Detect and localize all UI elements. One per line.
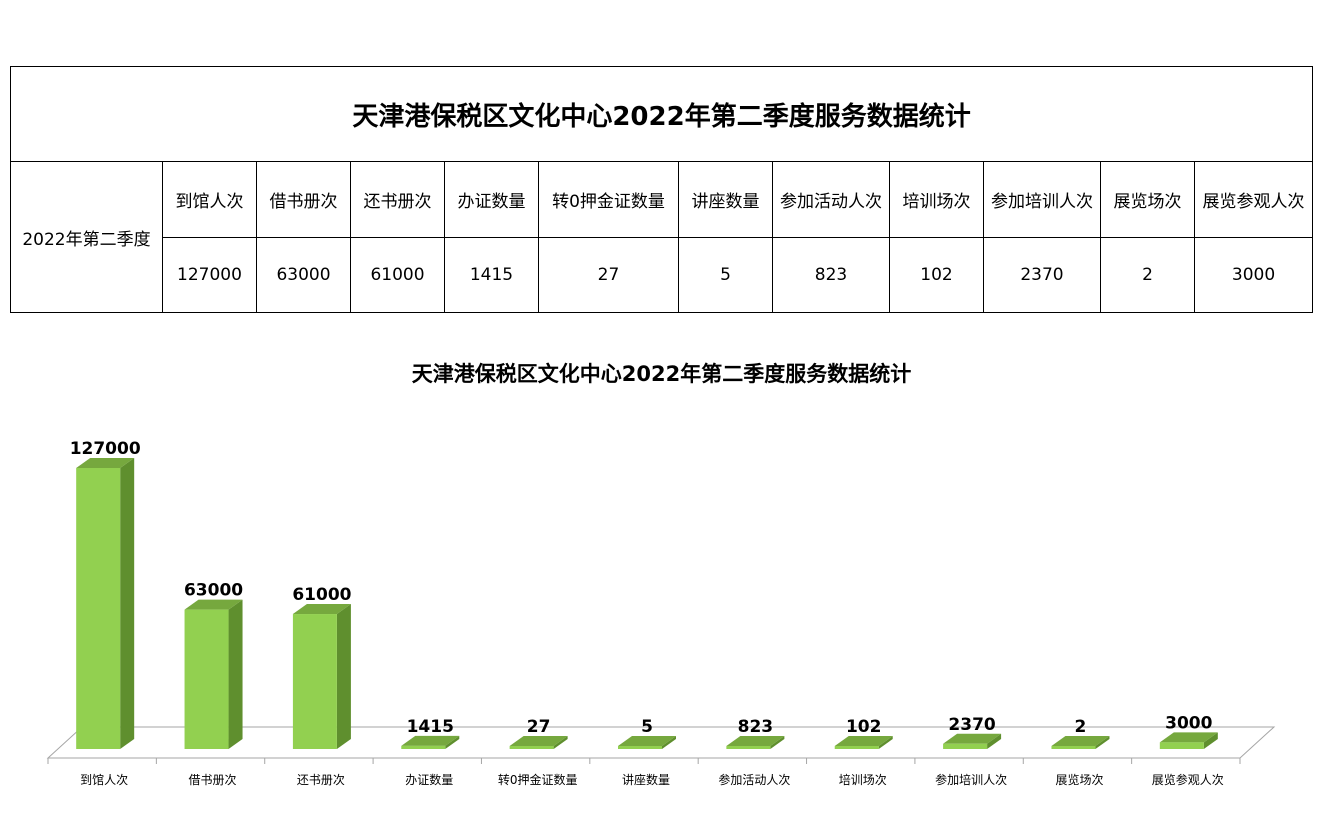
x-tick-label: 参加活动人次 <box>718 772 790 787</box>
bar-value-label: 3000 <box>1165 713 1212 733</box>
bar-side <box>1203 732 1218 749</box>
bar-side <box>553 736 568 749</box>
x-tick-label: 讲座数量 <box>622 772 670 787</box>
bar <box>401 745 446 749</box>
x-tick-label: 还书册次 <box>297 773 345 787</box>
bar-side <box>987 733 1002 749</box>
bar <box>184 609 229 749</box>
bar-side <box>770 736 785 749</box>
bar-top <box>401 735 460 746</box>
bar-value-label: 127000 <box>70 439 141 459</box>
column-header: 还书册次 <box>350 161 445 238</box>
bar-value-label: 823 <box>738 717 774 737</box>
bar-top <box>184 599 243 610</box>
bar-side <box>662 736 676 749</box>
bar <box>726 746 771 749</box>
x-tick-label: 培训场次 <box>839 772 887 787</box>
bar-value-label: 5 <box>641 717 653 737</box>
column-header: 培训场次 <box>889 161 984 238</box>
value-cell: 102 <box>889 237 984 313</box>
bar-top <box>1159 732 1218 743</box>
bar-value-label: 63000 <box>184 581 243 601</box>
bar-side <box>228 599 243 749</box>
x-tick-label: 到馆人次 <box>80 772 128 787</box>
bar <box>1159 742 1204 749</box>
table-title: 天津港保税区文化中心2022年第二季度服务数据统计 <box>9 66 1314 162</box>
column-header: 借书册次 <box>256 161 351 238</box>
bar-side <box>120 458 135 749</box>
value-cell: 27 <box>538 237 679 313</box>
bar-value-label: 1415 <box>407 717 454 737</box>
bar <box>943 743 988 749</box>
bar-side <box>445 735 460 749</box>
stats-table: 天津港保税区文化中心2022年第二季度服务数据统计 2022年第二季度 到馆人次… <box>9 66 1314 313</box>
bar-side <box>1095 736 1110 749</box>
bar-top <box>509 736 568 746</box>
bar-top <box>76 458 135 468</box>
bar <box>509 746 554 749</box>
x-tick-label: 转0押金证数量 <box>498 772 578 787</box>
bar-top <box>618 736 676 746</box>
bar-top <box>943 733 1002 744</box>
bar <box>618 746 662 749</box>
value-cell: 5 <box>678 237 773 313</box>
row-header-quarter: 2022年第二季度 <box>10 161 163 313</box>
bar <box>292 614 337 749</box>
bar-top <box>1051 736 1110 746</box>
column-header: 办证数量 <box>444 161 539 238</box>
bar-value-label: 2 <box>1075 717 1087 737</box>
column-header: 参加培训人次 <box>983 161 1101 238</box>
x-tick-label: 办证数量 <box>405 772 453 787</box>
value-cell: 2370 <box>983 237 1101 313</box>
bar <box>76 468 121 749</box>
value-cell: 63000 <box>256 237 351 313</box>
x-tick-label: 展览参观人次 <box>1152 772 1224 787</box>
bar-side <box>336 604 351 749</box>
bar-top <box>834 736 893 746</box>
x-tick-label: 展览场次 <box>1055 772 1103 787</box>
bar <box>1051 746 1096 749</box>
value-cell: 127000 <box>162 237 257 313</box>
bar-value-label: 27 <box>527 717 551 737</box>
chart-title: 天津港保税区文化中心2022年第二季度服务数据统计 <box>411 362 912 386</box>
value-cell: 823 <box>772 237 890 313</box>
bar <box>834 746 879 749</box>
column-header: 参加活动人次 <box>772 161 890 238</box>
bar-value-label: 61000 <box>292 585 351 605</box>
column-header: 讲座数量 <box>678 161 773 238</box>
bar-top <box>292 604 351 615</box>
bar-value-label: 2370 <box>948 715 995 735</box>
bar-side <box>878 736 893 749</box>
bar-top <box>726 736 785 746</box>
x-tick-label: 参加培训人次 <box>935 772 1007 787</box>
value-cell: 1415 <box>444 237 539 313</box>
column-header: 展览参观人次 <box>1193 161 1314 238</box>
bar-value-label: 102 <box>846 717 882 737</box>
value-cell: 3000 <box>1193 237 1314 313</box>
x-tick-label: 借书册次 <box>189 773 237 787</box>
